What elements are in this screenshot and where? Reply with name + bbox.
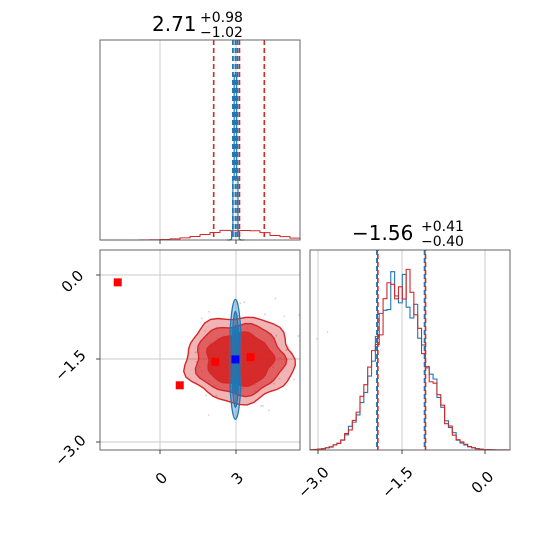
joint-scatter-point	[262, 405, 264, 407]
hist-param2-x-tick-label-0: 0.0	[468, 468, 498, 498]
joint-red-marker-3	[246, 353, 255, 362]
hist-param1-panel	[99, 39, 301, 244]
joint-scatter-point	[201, 317, 203, 320]
title-param1-minus: −1.02	[200, 25, 243, 41]
hist-param2-x-tick-label-15: −1.5	[378, 463, 416, 501]
joint-scatter-point	[204, 330, 206, 332]
joint-scatter-point	[194, 351, 197, 354]
joint-scatter-point	[208, 310, 210, 313]
joint-scatter-point	[283, 315, 286, 318]
joint-y-tick-label-15: −1.5	[51, 346, 89, 384]
title-param2-plus: +0.41	[421, 219, 464, 235]
joint-scatter-point	[243, 301, 246, 304]
joint-frame	[99, 249, 301, 451]
joint-scatter-point	[239, 302, 242, 305]
joint-red-marker-0	[113, 278, 122, 287]
title-param2-minus: −0.40	[421, 234, 464, 250]
joint-scatter-point	[195, 360, 198, 363]
title-param1: 2.71	[152, 12, 197, 36]
joint-red-marker-1	[175, 381, 184, 390]
joint-x-tick-label-0: 0	[152, 469, 171, 488]
joint-scatter-point	[293, 378, 295, 381]
hist-param1-data	[100, 40, 301, 241]
joint-scatter-point	[297, 335, 300, 337]
joint-scatter-point	[215, 394, 218, 397]
joint-scatter-point	[274, 297, 277, 300]
joint-scatter-point	[287, 345, 290, 348]
hist-param1-frame	[99, 39, 301, 241]
joint-scatter-point	[326, 330, 329, 333]
joint-blue-marker-0	[231, 355, 240, 364]
hist-param2-data	[309, 250, 511, 451]
joint-scatter-point	[267, 409, 270, 412]
joint-scatter-point	[275, 334, 278, 337]
hist-param2-blue-series	[309, 271, 511, 451]
joint-scatter-point	[264, 313, 266, 316]
joint-panel: 0 3 0.0 −1.5 −3.0	[51, 249, 329, 488]
joint-y-tick-label-3: −3.0	[51, 431, 89, 469]
hist-param2-x-tick-label-3: −3.0	[294, 463, 332, 501]
title-param1-value: 2.71	[152, 12, 197, 36]
joint-x-tick-label-3: 3	[228, 469, 247, 488]
hist-param2-frame	[309, 249, 511, 451]
joint-red-marker-2	[211, 357, 220, 366]
joint-y-tick-label-0: 0.0	[58, 267, 88, 297]
joint-scatter-point	[278, 377, 281, 380]
hist-param2-red-series	[309, 268, 511, 451]
title-param2-value: −1.56	[352, 221, 413, 245]
title-param2: −1.56	[352, 221, 413, 245]
joint-scatter-point	[273, 382, 276, 385]
title-param1-plus: +0.98	[200, 10, 243, 26]
joint-scatter-point	[316, 337, 318, 340]
joint-ticks	[96, 274, 237, 454]
joint-scatter-point	[205, 394, 207, 397]
joint-scatter-point	[260, 405, 263, 407]
joint-data	[113, 278, 329, 421]
hist-param2-panel: −3.0 −1.5 0.0	[294, 249, 511, 502]
hist-param1-red-series	[100, 229, 301, 241]
joint-scatter-point	[207, 414, 210, 416]
